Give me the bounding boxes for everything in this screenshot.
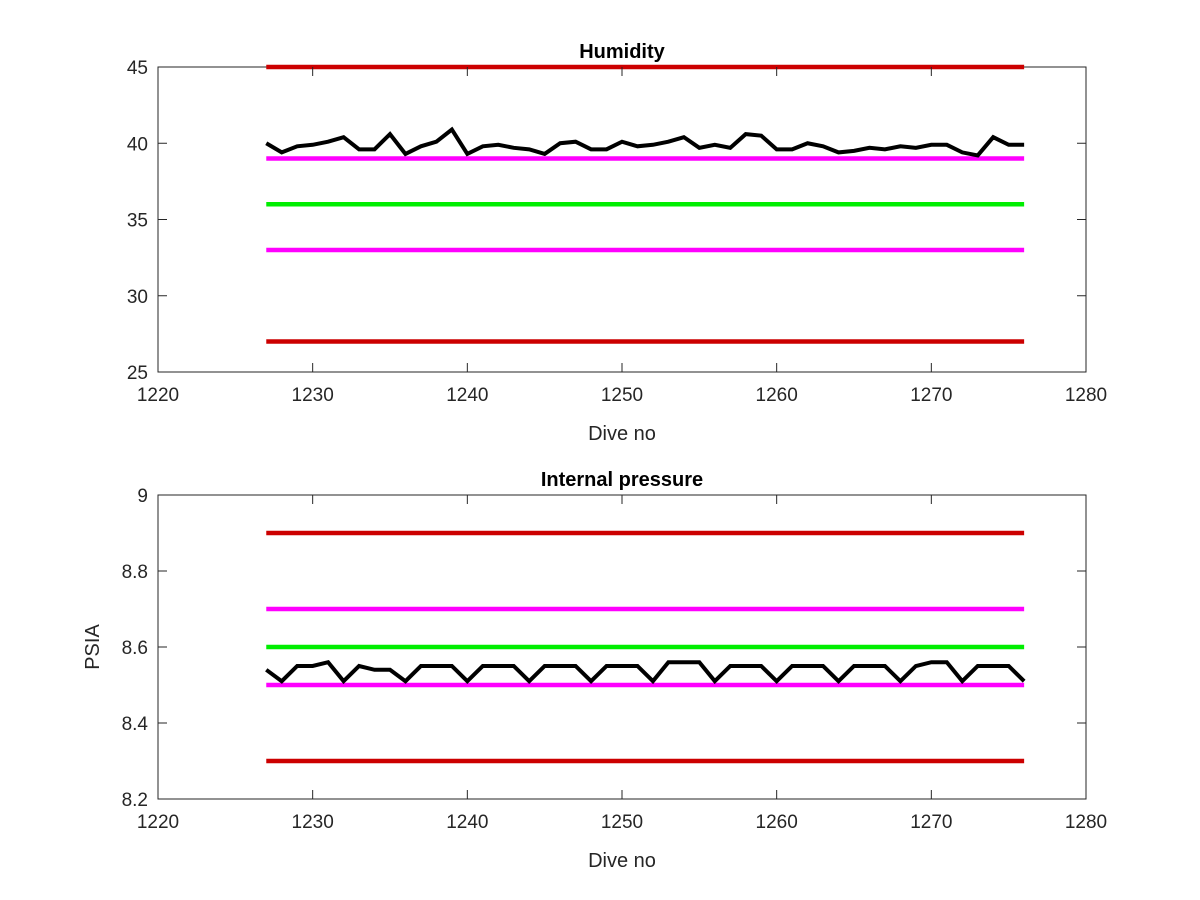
x-tick-label: 1240 xyxy=(446,812,488,833)
y-axis-label: PSIA xyxy=(82,624,104,670)
y-tick-label: 35 xyxy=(127,211,148,232)
y-tick-label: 8.6 xyxy=(122,638,148,659)
x-tick-label: 1250 xyxy=(601,385,643,406)
x-tick-label: 1230 xyxy=(292,385,334,406)
x-tick-label: 1220 xyxy=(137,812,179,833)
y-tick-label: 8.4 xyxy=(122,714,149,735)
subplot-2: 1220 1230 1240 1250 1260 1270 1280 8.2 8.4 8.6 8.8… xyxy=(82,469,1107,872)
x-tick-label: 1230 xyxy=(292,812,334,833)
y-tick-label: 45 xyxy=(127,58,148,79)
x-tick-label: 1260 xyxy=(756,812,798,833)
x-tick-label: 1270 xyxy=(910,812,952,833)
axes-box xyxy=(157,66,1087,373)
y-tick-label: 9 xyxy=(137,486,148,507)
y-tick-label: 8.8 xyxy=(122,562,148,583)
y-tick-label: 8.2 xyxy=(122,790,148,811)
y-tick-label: 40 xyxy=(127,134,148,155)
x-tick-label: 1280 xyxy=(1065,385,1107,406)
x-tick-label: 1240 xyxy=(446,385,488,406)
y-tick-label: 25 xyxy=(127,363,148,384)
x-tick-label: 1260 xyxy=(756,385,798,406)
x-tick-label: 1280 xyxy=(1065,812,1107,833)
subplot-1: 1220 1230 1240 1250 1260 1270 1280 25 30 35 40 45 Hu… xyxy=(127,41,1107,445)
x-axis-label: Dive no xyxy=(588,850,656,872)
x-axis-label: Dive no xyxy=(588,423,656,445)
data-series-line xyxy=(265,126,1025,158)
chart-title: Humidity xyxy=(579,41,665,63)
x-tick-label: 1270 xyxy=(910,385,952,406)
x-tick-label: 1250 xyxy=(601,812,643,833)
data-series-line xyxy=(265,659,1026,685)
chart-title: Internal pressure xyxy=(541,469,703,491)
y-tick-label: 30 xyxy=(127,287,148,308)
x-tick-label: 1220 xyxy=(137,385,179,406)
